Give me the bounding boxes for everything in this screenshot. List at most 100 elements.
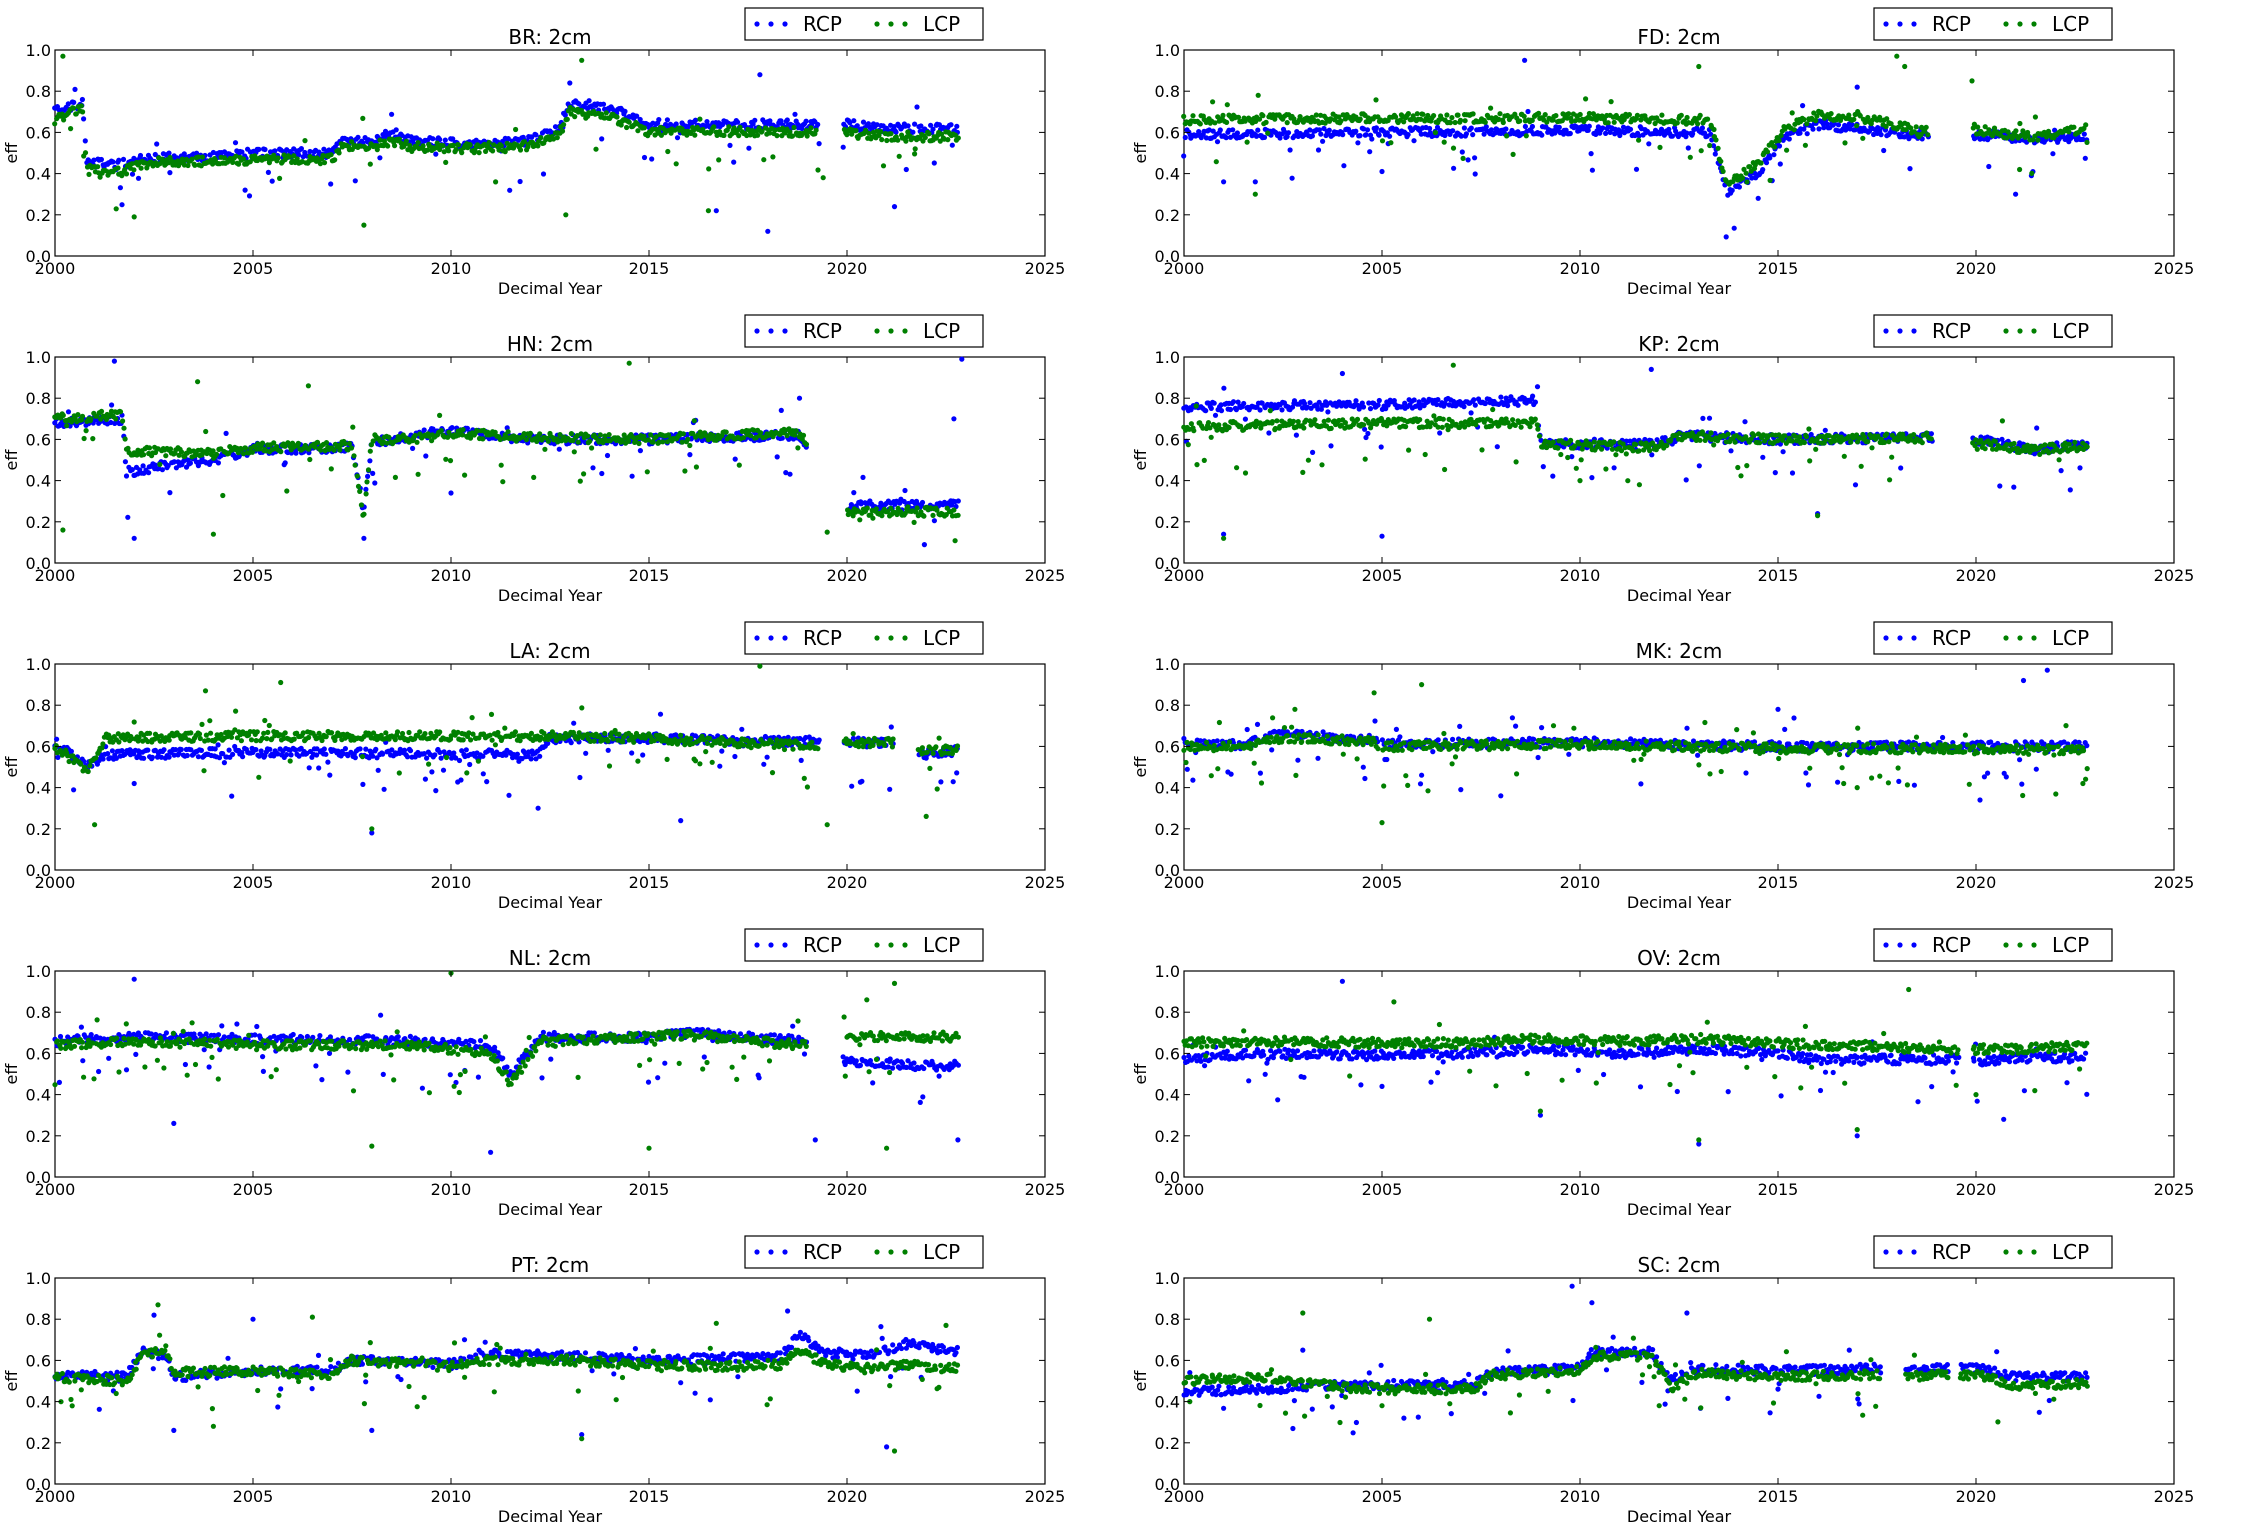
data-point xyxy=(758,430,764,436)
data-point xyxy=(1488,418,1494,424)
data-point xyxy=(808,125,814,131)
data-point xyxy=(1385,402,1391,408)
x-tick-label: 2020 xyxy=(827,566,868,585)
data-point xyxy=(1267,408,1273,414)
data-point xyxy=(1376,132,1382,138)
outlier-point xyxy=(1755,195,1761,201)
outlier-point xyxy=(131,214,137,220)
data-point xyxy=(1857,113,1863,119)
data-point xyxy=(152,462,158,468)
data-point xyxy=(1527,424,1533,430)
data-point xyxy=(365,473,371,479)
data-point xyxy=(119,202,125,208)
data-point xyxy=(125,445,131,451)
data-point xyxy=(269,178,275,184)
data-point xyxy=(90,436,96,442)
data-point xyxy=(1974,446,1980,452)
data-point xyxy=(649,156,655,162)
y-axis-label: eff xyxy=(2,142,21,164)
data-point xyxy=(443,159,449,165)
data-point xyxy=(1442,466,1448,473)
data-point xyxy=(2045,128,2052,134)
data-point xyxy=(1387,133,1393,139)
data-point xyxy=(189,156,195,162)
data-point xyxy=(195,154,201,160)
data-point xyxy=(1468,410,1474,416)
data-point xyxy=(1852,482,1859,488)
data-point xyxy=(1789,438,1796,444)
data-point xyxy=(433,151,439,157)
y-tick-label: 0.4 xyxy=(1155,165,1180,184)
data-point xyxy=(1569,454,1575,460)
data-point xyxy=(1230,127,1236,133)
data-point xyxy=(955,135,961,141)
data-point xyxy=(1211,400,1217,406)
data-point xyxy=(1322,120,1328,126)
legend-marker xyxy=(754,328,760,334)
data-point xyxy=(414,439,420,445)
data-point xyxy=(424,147,430,153)
data-point xyxy=(1669,133,1675,139)
data-point xyxy=(926,131,932,137)
data-point xyxy=(905,123,911,129)
legend-marker xyxy=(754,21,760,27)
data-point xyxy=(385,143,391,149)
data-point xyxy=(559,128,566,134)
data-point xyxy=(866,130,872,136)
data-point xyxy=(902,487,908,494)
data-point xyxy=(687,442,693,449)
data-point xyxy=(117,409,124,415)
data-point xyxy=(307,148,313,155)
data-point xyxy=(1846,112,1852,118)
data-point xyxy=(1364,127,1371,133)
data-point xyxy=(1403,424,1409,430)
data-point xyxy=(298,146,304,152)
data-point xyxy=(847,120,853,126)
data-point xyxy=(1259,400,1265,406)
data-point xyxy=(442,137,448,143)
data-point xyxy=(1778,132,1784,139)
data-point xyxy=(146,470,152,476)
legend-label: RCP xyxy=(803,12,842,36)
data-point xyxy=(285,440,291,446)
data-point xyxy=(921,542,928,548)
data-point xyxy=(779,435,785,441)
data-point xyxy=(137,152,144,159)
data-point xyxy=(1593,117,1599,123)
data-point xyxy=(2071,444,2077,450)
data-point xyxy=(230,159,236,165)
data-point xyxy=(1223,135,1229,141)
plot-area xyxy=(1183,49,2175,257)
data-point xyxy=(571,449,577,455)
data-point xyxy=(1450,145,1457,151)
data-point xyxy=(2035,137,2041,143)
data-point xyxy=(354,473,360,479)
data-point xyxy=(446,148,452,154)
data-point xyxy=(1206,127,1212,133)
data-point xyxy=(72,86,78,92)
data-point xyxy=(459,432,465,438)
data-point xyxy=(1611,465,1617,471)
legend-marker xyxy=(768,21,774,27)
x-tick-label: 2005 xyxy=(233,566,274,585)
outlier-point xyxy=(563,212,569,218)
data-point xyxy=(1518,424,1524,430)
data-point xyxy=(1585,127,1591,133)
data-point xyxy=(1822,437,1829,443)
data-point xyxy=(1869,445,1875,451)
data-point xyxy=(634,113,640,119)
data-point xyxy=(1579,446,1585,452)
data-point xyxy=(1572,443,1578,449)
data-point xyxy=(1841,453,1847,459)
data-point xyxy=(1468,416,1474,422)
data-point xyxy=(2042,442,2048,448)
data-point xyxy=(748,433,754,439)
data-point xyxy=(1435,397,1441,403)
data-point xyxy=(79,413,86,419)
data-point xyxy=(1212,412,1219,418)
data-point xyxy=(626,119,632,125)
data-point xyxy=(1440,416,1446,422)
data-point xyxy=(1458,133,1464,139)
data-point xyxy=(793,428,799,434)
data-point xyxy=(600,101,607,107)
